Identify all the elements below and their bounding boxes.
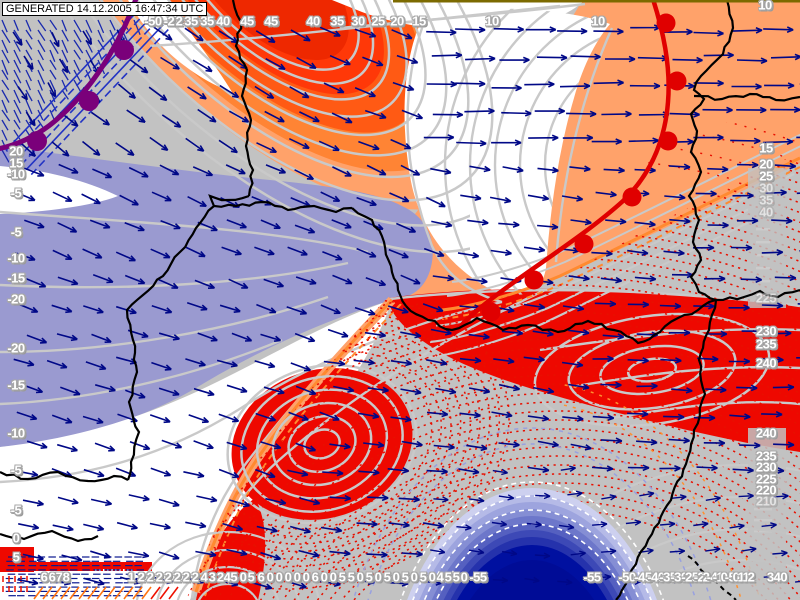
gray-column xyxy=(748,168,786,600)
cold-dome xyxy=(352,383,761,600)
frame-strip xyxy=(393,0,800,3)
warm-front-line xyxy=(451,0,687,337)
generated-timestamp: GENERATED 14.12.2005 16:47:34 UTC xyxy=(2,2,208,16)
occluded-front-line xyxy=(0,0,139,151)
dense-wind-hatch xyxy=(1,4,179,600)
